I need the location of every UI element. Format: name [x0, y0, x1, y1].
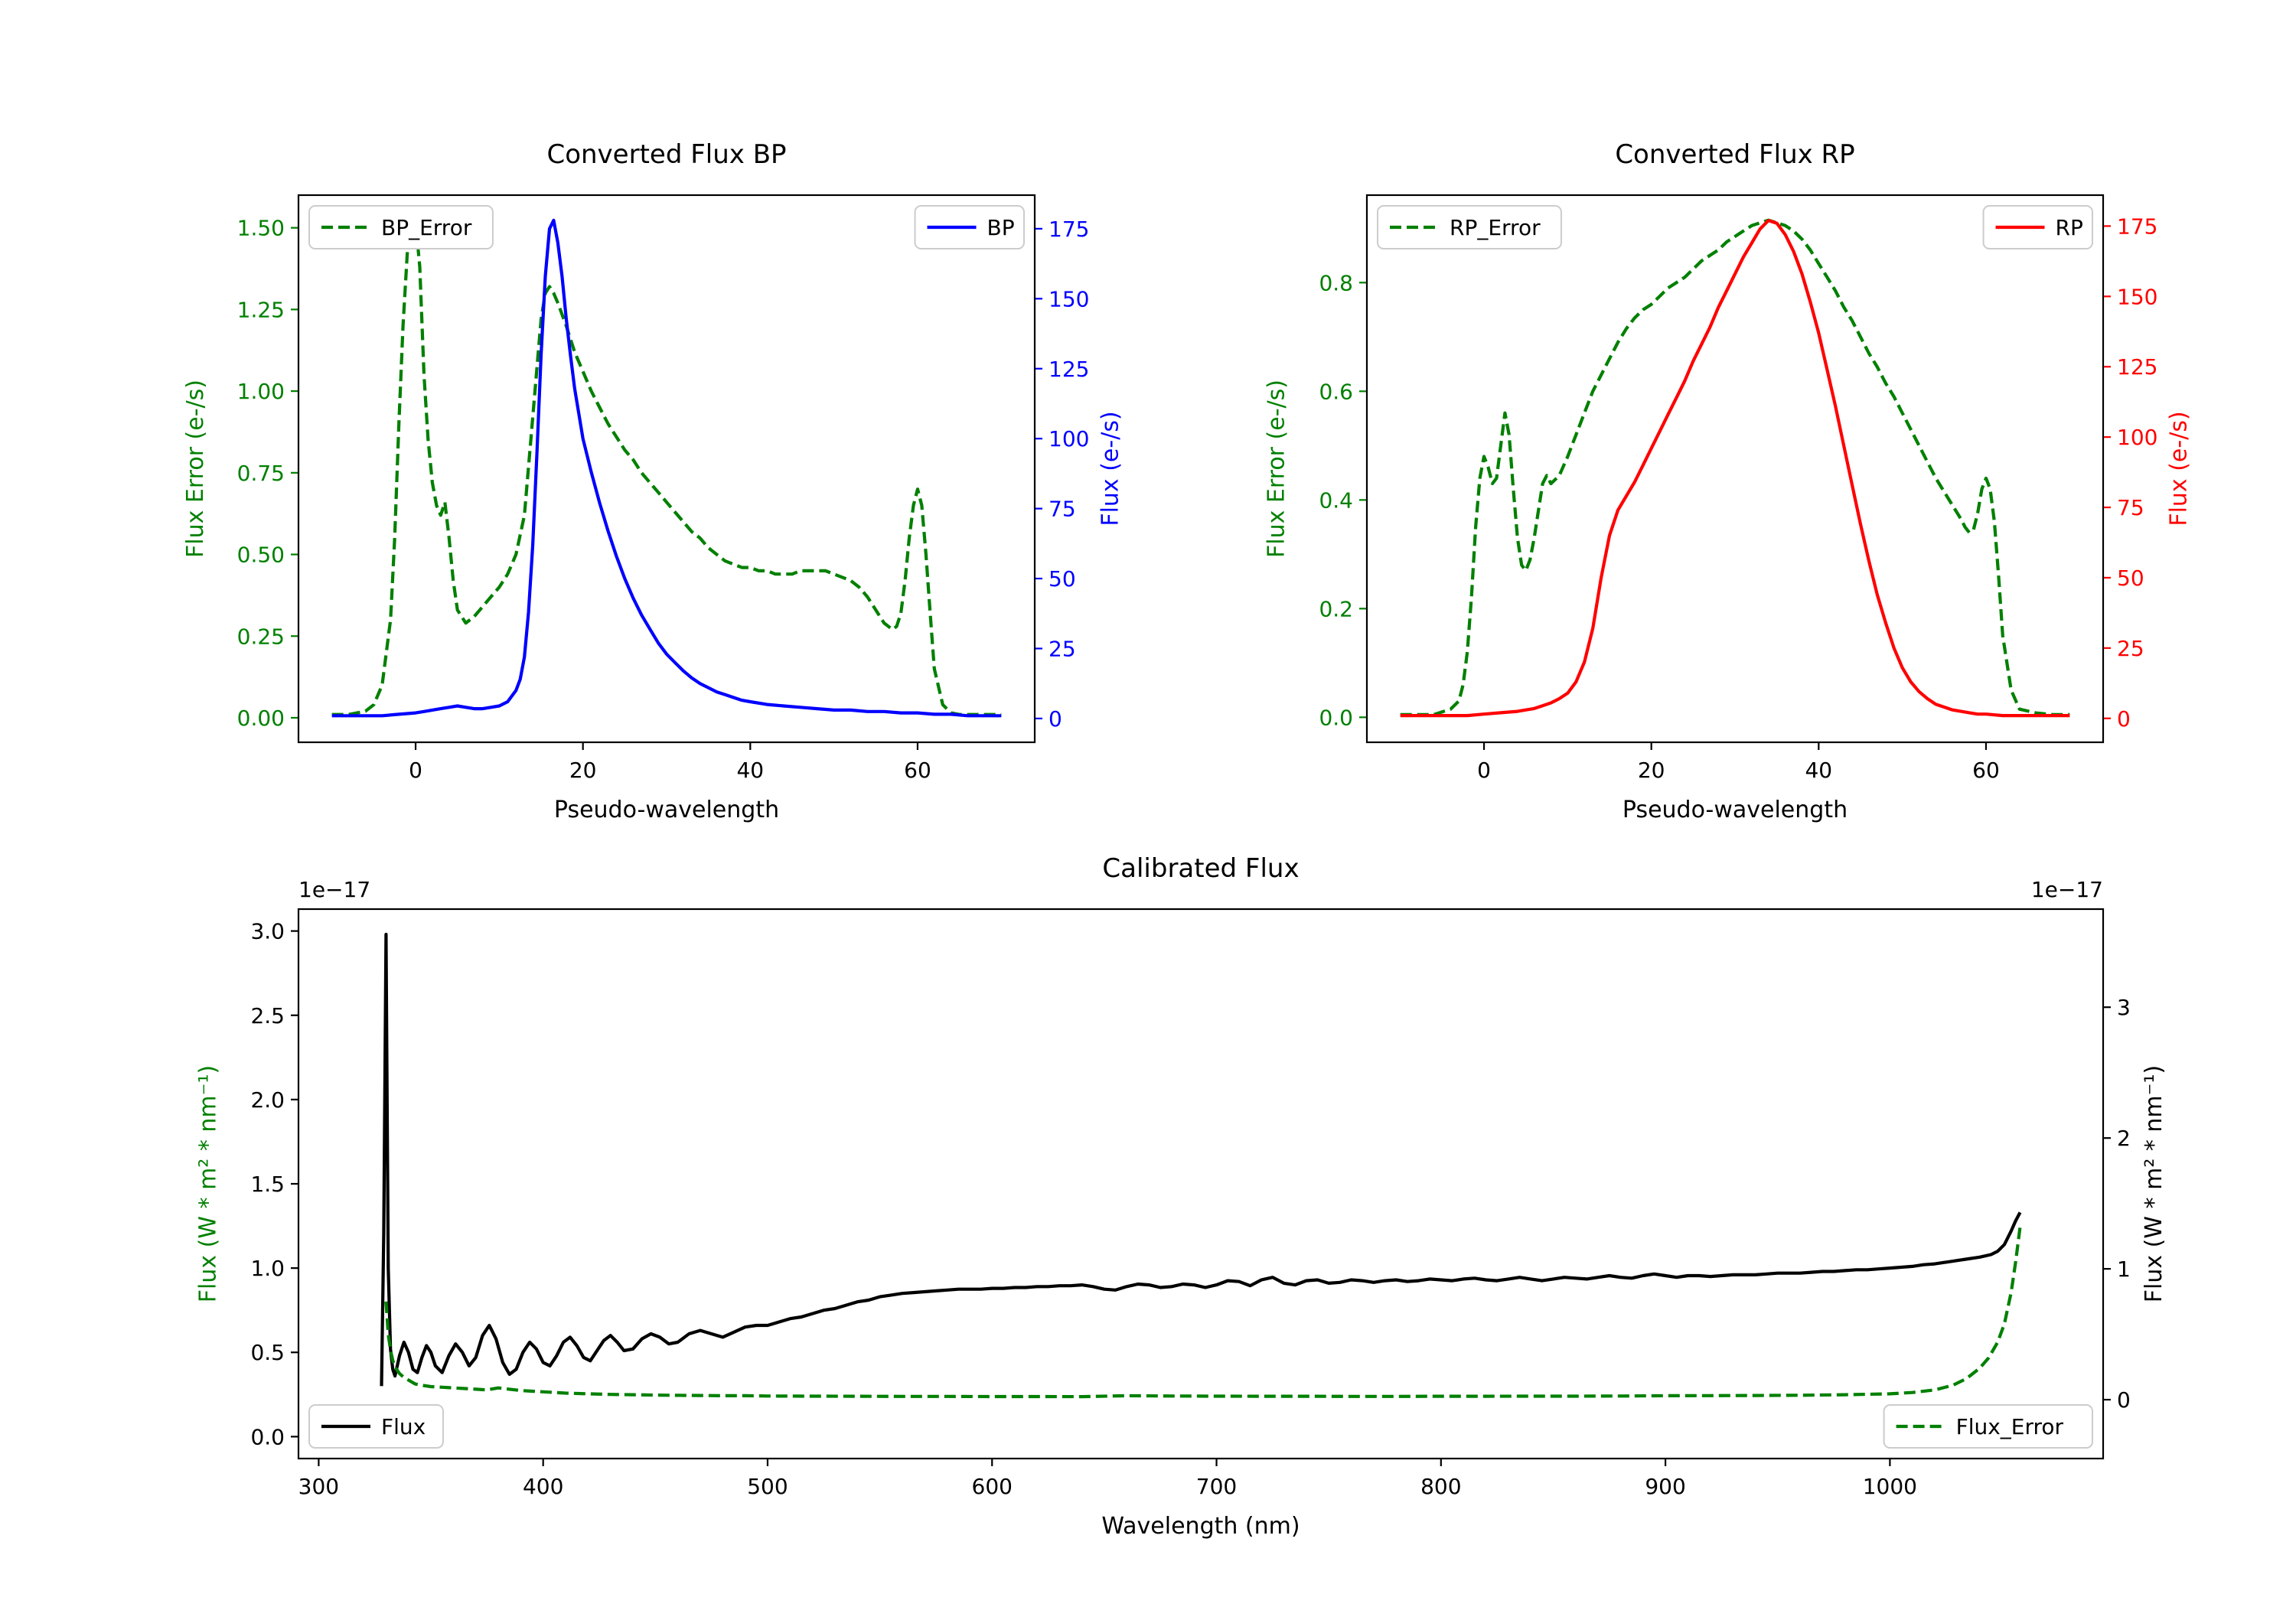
legend-label-BP_Error: BP_Error: [381, 215, 472, 240]
axes-frame: [297, 194, 1036, 744]
left-y-tick-label: 2.5: [250, 1003, 285, 1028]
left-y-tick-label: 0.4: [1319, 487, 1353, 513]
left-y-tick-label: 1.50: [237, 216, 285, 241]
x-tick-label: 700: [1196, 1474, 1237, 1499]
right-y-tick-label: 150: [2117, 284, 2157, 309]
axes-frame: [1365, 194, 2105, 744]
right-y-tick-label: 100: [1049, 426, 1089, 451]
right-y-tick-label: 0: [2117, 706, 2131, 732]
x-axis-label: Wavelength (nm): [1101, 1513, 1300, 1540]
left-y-tick-label: 3.0: [250, 919, 285, 944]
chart-title: Calibrated Flux: [1102, 853, 1299, 884]
right-y-tick-label: 0: [2117, 1387, 2131, 1413]
right-y-tick-label: 50: [2117, 566, 2144, 591]
right-y-tick-label: 0: [1049, 706, 1062, 732]
x-tick-label: 800: [1420, 1474, 1461, 1499]
x-tick-label: 1000: [1863, 1474, 1917, 1499]
right-y-axis-label: Flux (e-/s): [1097, 411, 1124, 526]
x-tick-label: 0: [1477, 758, 1491, 783]
x-tick-label: 60: [904, 758, 931, 783]
left-y-tick-label: 0.5: [250, 1340, 285, 1365]
series-line-Flux: [380, 932, 2022, 1387]
left-y-tick-label: 0.2: [1319, 596, 1353, 621]
right-y-axis-label: Flux (e-/s): [2166, 411, 2193, 526]
legend-label-BP: BP: [987, 215, 1015, 240]
left-y-axis-label: Flux (W * m² * nm⁻¹): [194, 1065, 221, 1302]
chart-rp: Converted Flux RP 0 20 40 60 Pseudo-wavelengt…: [1263, 139, 2192, 823]
left-y-tick-label: 0.50: [237, 543, 285, 568]
left-y-tick-label: 0.00: [237, 706, 285, 731]
x-tick-label: 20: [569, 758, 597, 783]
right-y-tick-label: 75: [2117, 495, 2144, 520]
right-y-tick-label: 125: [2117, 354, 2157, 380]
x-tick-label: 40: [736, 758, 764, 783]
left-y-tick-label: 0.0: [1319, 705, 1353, 730]
axes-frame: [297, 908, 2105, 1460]
left-y-axis-label: Flux Error (e-/s): [182, 380, 209, 558]
legend-label-Flux_Error: Flux_Error: [1956, 1414, 2064, 1439]
x-tick-label: 0: [409, 758, 422, 783]
x-tick-label: 20: [1638, 758, 1665, 783]
right-offset-text: 1e−17: [2031, 877, 2103, 902]
left-y-tick-label: 0.75: [237, 461, 285, 486]
chart-title: Converted Flux BP: [546, 139, 786, 170]
legend-box-RP_Error: [1377, 205, 1562, 249]
left-offset-text: 1e−17: [298, 877, 370, 902]
right-y-tick-label: 25: [2117, 636, 2144, 661]
right-y-axis-label: Flux (W * m² * nm⁻¹): [2141, 1065, 2167, 1302]
left-y-tick-label: 0.25: [237, 624, 285, 649]
x-tick-label: 600: [972, 1474, 1013, 1499]
chart-bp: Converted Flux BP 0 20 40 60 Pseudo-wavelengt…: [182, 139, 1124, 823]
left-y-tick-label: 0.6: [1319, 379, 1353, 404]
right-y-tick-label: 75: [1049, 497, 1076, 522]
x-tick-label: 500: [747, 1474, 788, 1499]
legend-box-Flux_Error: [1883, 1404, 2094, 1449]
x-tick-label: 60: [1972, 758, 2000, 783]
series-line-RP_Error: [1400, 218, 2070, 716]
right-y-tick-label: 50: [1049, 566, 1076, 592]
left-y-tick-label: 0.0: [250, 1424, 285, 1449]
left-y-tick-label: 1.25: [237, 297, 285, 322]
x-axis-label: Pseudo-wavelength: [554, 797, 779, 823]
legend-box-BP_Error: [308, 205, 494, 249]
legend-label-RP: RP: [2056, 215, 2083, 240]
left-y-tick-label: 0.8: [1319, 270, 1353, 295]
legend-label-Flux: Flux: [381, 1414, 426, 1439]
right-y-tick-label: 100: [2117, 425, 2157, 450]
right-y-tick-label: 2: [2117, 1126, 2131, 1151]
left-y-tick-label: 1.0: [250, 1256, 285, 1281]
left-y-tick-label: 2.0: [250, 1087, 285, 1113]
series-line-BP: [331, 218, 1002, 718]
x-tick-label: 40: [1805, 758, 1832, 783]
chart-cal: Calibrated Flux 1e−17 1e−17 300 400 500 600 700…: [194, 853, 2167, 1540]
left-y-tick-label: 1.00: [237, 379, 285, 404]
legend-box-Flux: [308, 1404, 444, 1449]
x-axis-label: Pseudo-wavelength: [1623, 797, 1848, 823]
right-y-tick-label: 175: [1049, 217, 1089, 242]
series-line-RP: [1400, 219, 2070, 718]
right-y-tick-label: 175: [2117, 214, 2157, 239]
left-y-axis-label: Flux Error (e-/s): [1263, 380, 1290, 558]
legend-label-RP_Error: RP_Error: [1450, 215, 1541, 240]
x-tick-label: 400: [523, 1474, 563, 1499]
series-line-BP_Error: [331, 220, 1002, 716]
chart-title: Converted Flux RP: [1615, 139, 1854, 170]
right-y-tick-label: 25: [1049, 636, 1076, 661]
left-y-tick-label: 1.5: [250, 1172, 285, 1197]
right-y-tick-label: 125: [1049, 357, 1089, 382]
series-line-Flux_Error: [384, 1227, 2022, 1399]
right-y-tick-label: 1: [2117, 1257, 2131, 1282]
right-y-tick-label: 3: [2117, 995, 2131, 1020]
right-y-tick-label: 150: [1049, 286, 1089, 311]
x-tick-label: 900: [1645, 1474, 1685, 1499]
x-tick-label: 300: [298, 1474, 339, 1499]
